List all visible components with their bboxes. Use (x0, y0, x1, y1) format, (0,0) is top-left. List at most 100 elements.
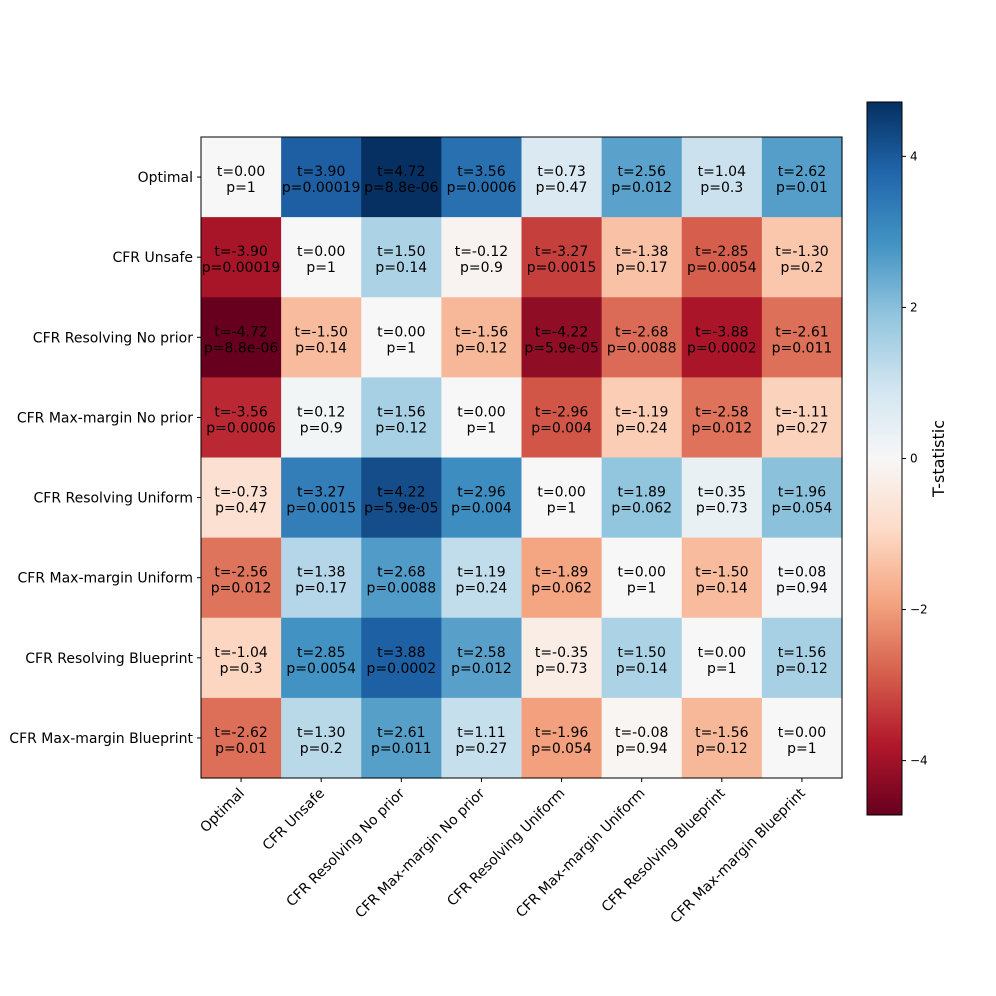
cell-t-label: t=0.00 (217, 164, 265, 180)
cell-p-label: p=1 (306, 260, 336, 276)
cell-t-label: t=-1.56 (455, 324, 509, 340)
y-tick-label: CFR Resolving Uniform (33, 491, 193, 507)
heatmap-cell-r2-c7 (761, 297, 843, 378)
cell-t-label: t=1.56 (377, 404, 425, 420)
heatmap-cell-r2-c6 (681, 297, 763, 378)
heatmap-cell-r7-c4 (521, 697, 603, 779)
heatmap-cell-r3-c5 (601, 377, 683, 459)
cell-p-label: p=0.0015 (286, 501, 356, 517)
cell-p-label: p=0.12 (696, 741, 748, 757)
cell-p-label: p=0.12 (375, 420, 427, 436)
cell-p-label: p=0.01 (215, 741, 267, 757)
cell-p-label: p=0.004 (531, 420, 592, 436)
cell-p-label: p=1 (467, 420, 497, 436)
cell-t-label: t=-3.56 (214, 404, 268, 420)
cell-t-label: t=-1.50 (695, 565, 748, 581)
heatmap-cell-r7-c3 (441, 697, 523, 779)
cell-p-label: p=5.9e-05 (364, 501, 438, 517)
colorbar-gradient (866, 101, 903, 816)
heatmap-cell-r6-c6 (681, 617, 763, 699)
cell-p-label: p=0.011 (371, 741, 432, 757)
heatmap-cell-r1-c1 (281, 217, 362, 298)
cell-p-label: p=0.004 (451, 501, 512, 517)
cell-p-label: p=0.062 (611, 501, 672, 517)
cell-p-label: p=0.0054 (286, 661, 356, 677)
heatmap-cell-r6-c3 (441, 617, 523, 699)
cell-t-label: t=3.90 (297, 164, 345, 180)
y-tick-label: CFR Max-margin Blueprint (9, 731, 193, 747)
heatmap-cell-r5-c3 (441, 537, 523, 619)
cell-t-label: t=3.56 (457, 164, 505, 180)
cell-p-label: p=0.12 (456, 340, 508, 356)
cell-p-label: p=0.0002 (687, 340, 757, 356)
heatmap-cell-r5-c0 (201, 537, 282, 619)
y-tick-label: CFR Unsafe (112, 250, 193, 266)
cell-p-label: p=0.47 (536, 180, 588, 196)
heatmap-cell-r5-c1 (281, 537, 362, 619)
heatmap-cell-r6-c5 (601, 617, 683, 699)
cell-t-label: t=1.04 (698, 164, 746, 180)
cell-t-label: t=1.30 (297, 725, 345, 741)
cell-t-label: t=2.96 (457, 485, 505, 501)
cell-t-label: t=-0.73 (214, 485, 267, 501)
cell-p-label: p=8.8e-06 (204, 340, 278, 356)
heatmap-cell-r7-c7 (761, 697, 843, 779)
cell-p-label: p=0.054 (772, 501, 833, 517)
heatmap-cell-r0-c3 (441, 137, 523, 218)
heatmap-cell-r5-c4 (521, 537, 603, 619)
cell-t-label: t=0.08 (778, 565, 826, 581)
y-axis: Optimal CFR Unsafe CFR Resolving No prior C… (9, 170, 201, 747)
x-tick-label: Optimal (197, 786, 247, 836)
cell-p-label: p=0.2 (780, 260, 823, 276)
cell-p-label: p=0.14 (616, 661, 668, 677)
cell-t-label: t=1.96 (778, 485, 826, 501)
cell-t-label: t=0.00 (377, 324, 425, 340)
cell-p-label: p=0.17 (295, 581, 347, 597)
cell-p-label: p=0.73 (696, 501, 748, 517)
cell-t-label: t=0.00 (617, 565, 665, 581)
heatmap-cell-r1-c4 (521, 217, 603, 298)
heatmap-cell-r4-c5 (601, 457, 683, 539)
cell-p-label: p=0.00019 (282, 180, 361, 196)
cell-p-label: p=0.012 (691, 420, 752, 436)
cell-t-label: t=2.58 (457, 645, 505, 661)
heatmap-cell-r2-c5 (601, 297, 683, 378)
cell-t-label: t=1.19 (457, 565, 505, 581)
cell-p-label: p=1 (627, 581, 657, 597)
cell-p-label: p=0.12 (776, 661, 828, 677)
heatmap-cell-r6-c2 (361, 617, 442, 699)
colorbar-tick-label: −2 (910, 603, 928, 617)
cell-t-label: t=-1.11 (775, 404, 828, 420)
cell-p-label: p=0.012 (451, 661, 512, 677)
cell-t-label: t=-2.85 (695, 244, 748, 260)
cell-p-label: p=0.2 (300, 741, 343, 757)
cell-p-label: p=0.0054 (687, 260, 757, 276)
cell-p-label: p=1 (547, 501, 577, 517)
heatmap-cell-r5-c2 (361, 537, 442, 619)
colorbar-tick-label: 2 (910, 300, 918, 314)
heatmap-cell-r2-c1 (281, 297, 362, 378)
cell-p-label: p=0.00019 (202, 260, 281, 276)
heatmap-cell-r2-c4 (521, 297, 603, 378)
cell-p-label: p=0.24 (456, 581, 508, 597)
cell-p-label: p=0.0015 (527, 260, 597, 276)
cell-t-label: t=-4.72 (214, 324, 267, 340)
cell-t-label: t=-3.27 (535, 244, 588, 260)
cell-p-label: p=1 (707, 661, 737, 677)
heatmap-cell-r1-c2 (361, 217, 442, 298)
cell-t-label: t=0.73 (537, 164, 585, 180)
y-tick-label: CFR Max-margin No prior (17, 410, 193, 426)
cell-t-label: t=2.61 (377, 725, 425, 741)
cell-t-label: t=-1.50 (294, 324, 347, 340)
cell-p-label: p=1 (226, 180, 256, 196)
cell-t-label: t=0.12 (297, 404, 345, 420)
cell-t-label: t=2.68 (377, 565, 425, 581)
heatmap-cell-r1-c7 (761, 217, 843, 298)
cell-p-label: p=0.14 (696, 581, 748, 597)
cell-t-label: t=-2.62 (214, 725, 267, 741)
cell-p-label: p=0.94 (776, 581, 828, 597)
heatmap-frame (200, 136, 843, 779)
cell-t-label: t=1.50 (377, 244, 425, 260)
heatmap-cell-r3-c1 (281, 377, 362, 459)
